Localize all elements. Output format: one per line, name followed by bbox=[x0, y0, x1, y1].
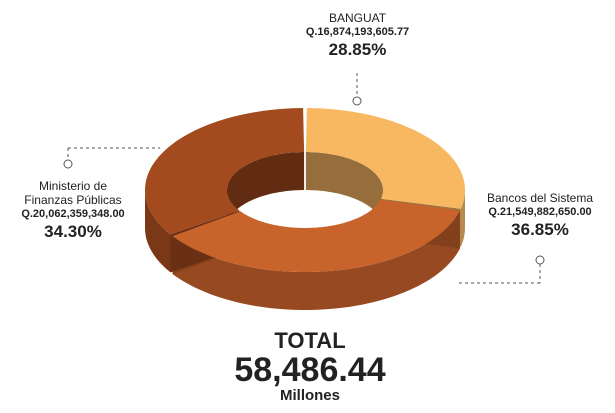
category: Ministerio de Finanzas Públicas bbox=[24, 179, 122, 207]
category: BANGUAT bbox=[328, 11, 387, 25]
leader-dots bbox=[63, 96, 545, 265]
category: Bancos del Sistema bbox=[486, 191, 594, 205]
percent: 28.85% bbox=[328, 40, 387, 60]
leader-lines bbox=[67, 73, 541, 284]
inner-walls bbox=[227, 152, 383, 228]
inner-wall bbox=[305, 152, 383, 228]
slice bbox=[145, 108, 305, 235]
total-value: 58,486.44 bbox=[234, 351, 386, 390]
slice bbox=[172, 199, 460, 272]
amount: Q.16,874,193,605.77 bbox=[305, 25, 410, 38]
slice bbox=[305, 108, 465, 209]
amount: Q.20,062,359,348.00 bbox=[21, 207, 125, 220]
outer-wall bbox=[460, 190, 465, 247]
total-title: TOTAL bbox=[274, 328, 346, 353]
percent: 34.30% bbox=[44, 222, 102, 242]
amount: Q.21,549,882,650.00 bbox=[488, 205, 592, 218]
label-banguat: BANGUAT Q.16,874,193,605.77 28.85% bbox=[280, 11, 435, 60]
label-ministerio: Ministerio de Finanzas Públicas Q.20,062… bbox=[8, 179, 138, 242]
label-bancos: Bancos del Sistema Q.21,549,882,650.00 3… bbox=[470, 191, 610, 240]
percent: 36.85% bbox=[511, 220, 569, 240]
total-unit: Millones bbox=[279, 387, 340, 405]
outer-wall bbox=[145, 190, 171, 273]
top-faces bbox=[145, 108, 465, 272]
outer-wall bbox=[172, 210, 460, 310]
inner-wall bbox=[227, 152, 305, 228]
total-block: TOTAL 58,486.44 Millones bbox=[210, 328, 410, 405]
